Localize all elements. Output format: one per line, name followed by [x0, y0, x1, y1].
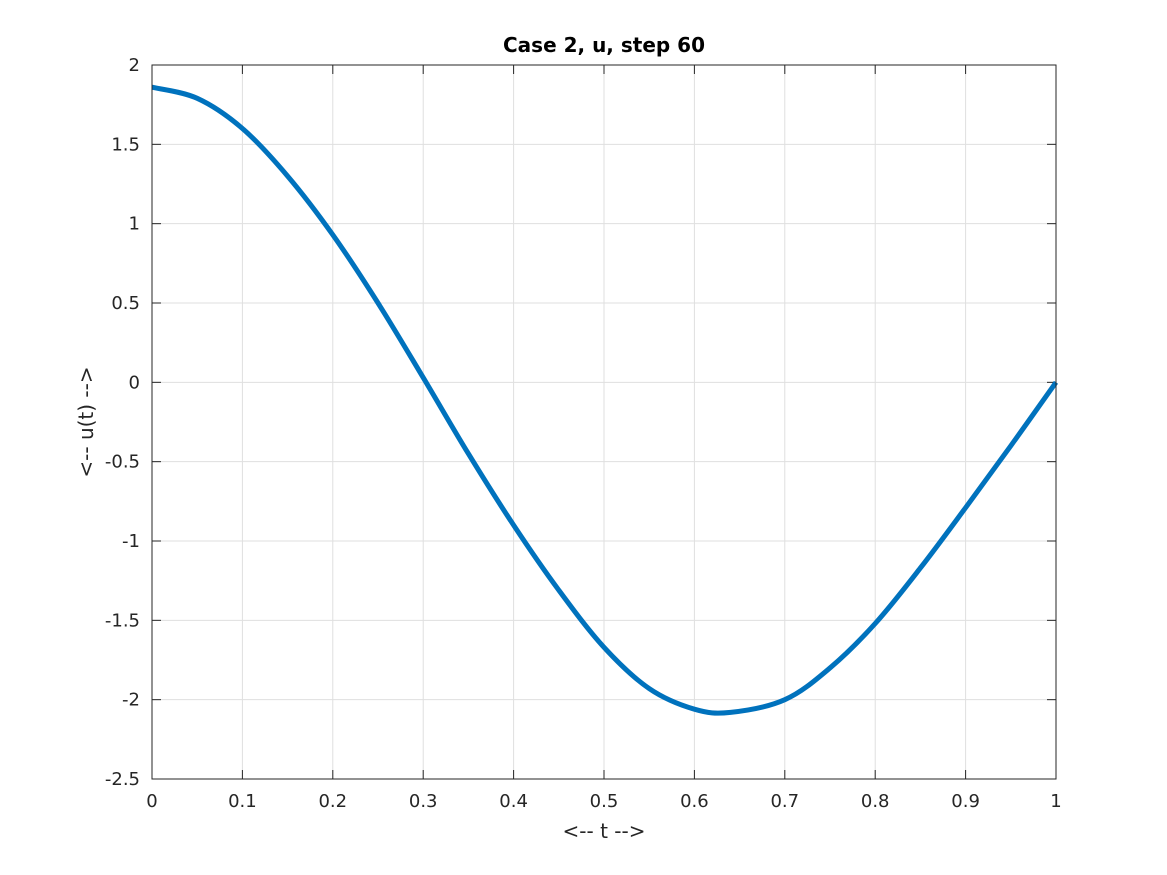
x-tick-label: 0.9 — [951, 791, 980, 812]
x-axis-label: <-- t --> — [563, 819, 646, 843]
series-layer — [151, 84, 1059, 716]
chart-title: Case 2, u, step 60 — [503, 33, 705, 57]
x-tick-label: 0 — [146, 791, 157, 812]
series-line — [151, 84, 1059, 716]
x-tick-label: 0.3 — [409, 791, 438, 812]
y-tick-label: -0.5 — [105, 452, 140, 473]
y-tick-label: -2 — [122, 690, 140, 711]
x-tick-label: 0.2 — [318, 791, 347, 812]
x-tick-label: 0.1 — [228, 791, 257, 812]
axes-box — [151, 64, 1057, 780]
y-tick-label: 1.5 — [111, 134, 140, 155]
y-tick-label: -1.5 — [105, 610, 140, 631]
x-tick-labels: 0 0.1 0.2 0.3 0.4 0.5 0.6 0.7 0.8 0.9 1 — [146, 791, 1061, 812]
y-tick-label: 1 — [129, 214, 140, 235]
y-tick-label: 2 — [129, 55, 140, 76]
x-tick-label: 0.5 — [590, 791, 619, 812]
y-tick-label: 0 — [129, 372, 140, 393]
x-tick-label: 0.6 — [680, 791, 709, 812]
y-axis-label: <-- u(t) --> — [74, 366, 98, 477]
x-tick-label: 0.8 — [861, 791, 890, 812]
x-tick-label: 0.4 — [499, 791, 528, 812]
x-tick-label: 1 — [1050, 791, 1061, 812]
y-tick-label: 0.5 — [111, 293, 140, 314]
y-tick-labels: -2.5 -2 -1.5 -1 -0.5 0 0.5 1 1.5 2 — [105, 55, 140, 790]
y-tick-label: -1 — [122, 531, 140, 552]
x-tick-label: 0.7 — [770, 791, 799, 812]
y-tick-label: -2.5 — [105, 769, 140, 790]
